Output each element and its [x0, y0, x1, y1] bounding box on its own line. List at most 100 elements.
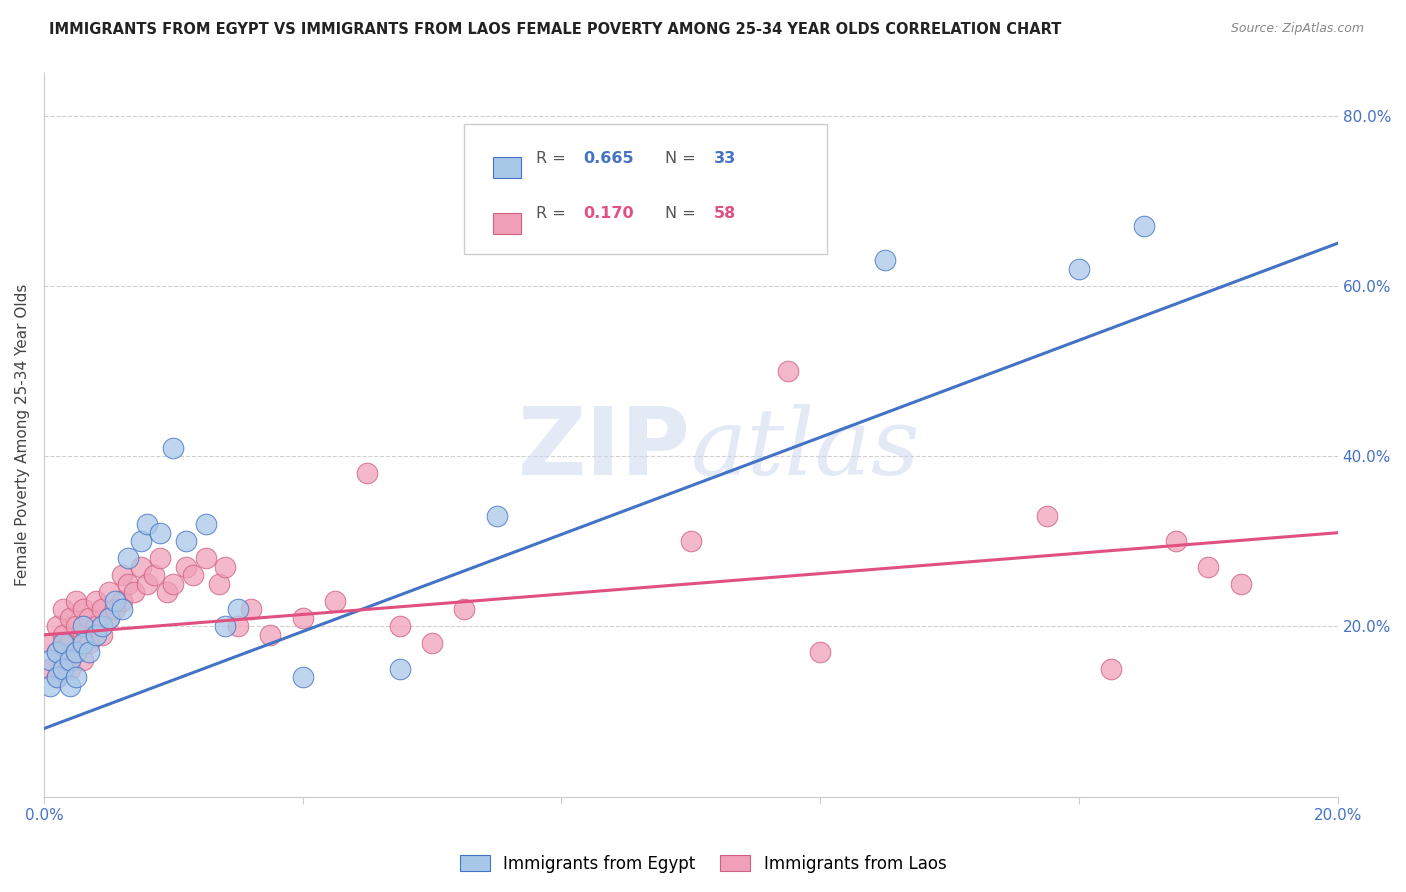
Point	[1099, 662, 1122, 676]
Y-axis label: Female Poverty Among 25-34 Year Olds: Female Poverty Among 25-34 Year Olds	[15, 284, 30, 586]
Point	[110, 602, 132, 616]
Text: 0.170: 0.170	[583, 206, 634, 220]
Point	[117, 577, 139, 591]
Text: ZIP: ZIP	[517, 403, 690, 495]
Point	[453, 602, 475, 616]
Point	[77, 645, 100, 659]
Point	[162, 441, 184, 455]
Point	[91, 619, 114, 633]
Point	[214, 619, 236, 633]
Point	[226, 619, 249, 633]
Point	[356, 466, 378, 480]
Point	[1164, 534, 1187, 549]
Point	[65, 645, 87, 659]
Text: 33: 33	[714, 152, 737, 167]
Point	[110, 568, 132, 582]
FancyBboxPatch shape	[464, 124, 827, 254]
Text: atlas: atlas	[690, 404, 921, 494]
Point	[39, 636, 62, 650]
Point	[194, 551, 217, 566]
Point	[1229, 577, 1251, 591]
FancyBboxPatch shape	[494, 213, 522, 234]
Point	[72, 653, 94, 667]
Point	[45, 619, 67, 633]
Point	[84, 628, 107, 642]
Point	[97, 611, 120, 625]
Text: IMMIGRANTS FROM EGYPT VS IMMIGRANTS FROM LAOS FEMALE POVERTY AMONG 25-34 YEAR OL: IMMIGRANTS FROM EGYPT VS IMMIGRANTS FROM…	[49, 22, 1062, 37]
Point	[194, 517, 217, 532]
Point	[136, 577, 159, 591]
Point	[77, 611, 100, 625]
Point	[117, 551, 139, 566]
Point	[52, 662, 75, 676]
Point	[388, 619, 411, 633]
Point	[129, 534, 152, 549]
Point	[97, 585, 120, 599]
Point	[59, 636, 82, 650]
Text: N =: N =	[665, 206, 700, 220]
Point	[873, 253, 896, 268]
Point	[65, 671, 87, 685]
Point	[1035, 508, 1057, 523]
Point	[97, 611, 120, 625]
Point	[388, 662, 411, 676]
Point	[91, 602, 114, 616]
Point	[149, 525, 172, 540]
Point	[174, 534, 197, 549]
Point	[1197, 559, 1219, 574]
Point	[39, 653, 62, 667]
Point	[52, 602, 75, 616]
Point	[207, 577, 229, 591]
Point	[59, 653, 82, 667]
Point	[156, 585, 179, 599]
Point	[679, 534, 702, 549]
Point	[45, 645, 67, 659]
Point	[214, 559, 236, 574]
Point	[52, 636, 75, 650]
Point	[129, 559, 152, 574]
Point	[65, 645, 87, 659]
Point	[259, 628, 281, 642]
Point	[52, 628, 75, 642]
Point	[323, 594, 346, 608]
Legend: Immigrants from Egypt, Immigrants from Laos: Immigrants from Egypt, Immigrants from L…	[453, 848, 953, 880]
Point	[1132, 219, 1154, 234]
Point	[808, 645, 831, 659]
Point	[59, 679, 82, 693]
Point	[72, 602, 94, 616]
Point	[65, 619, 87, 633]
Text: Source: ZipAtlas.com: Source: ZipAtlas.com	[1230, 22, 1364, 36]
Point	[45, 671, 67, 685]
Point	[84, 594, 107, 608]
Point	[291, 611, 314, 625]
Point	[149, 551, 172, 566]
Point	[239, 602, 262, 616]
Point	[39, 662, 62, 676]
Point	[142, 568, 165, 582]
Point	[104, 602, 127, 616]
Point	[104, 594, 127, 608]
Point	[52, 653, 75, 667]
Point	[181, 568, 204, 582]
Point	[72, 636, 94, 650]
Point	[124, 585, 146, 599]
Point	[291, 671, 314, 685]
Point	[174, 559, 197, 574]
Point	[226, 602, 249, 616]
Point	[485, 508, 508, 523]
Point	[136, 517, 159, 532]
Point	[91, 628, 114, 642]
Point	[45, 645, 67, 659]
Text: R =: R =	[536, 152, 571, 167]
Point	[72, 628, 94, 642]
Point	[72, 619, 94, 633]
Text: N =: N =	[665, 152, 700, 167]
Point	[59, 662, 82, 676]
Point	[110, 594, 132, 608]
Point	[420, 636, 443, 650]
Point	[39, 679, 62, 693]
Point	[1067, 261, 1090, 276]
Point	[59, 611, 82, 625]
Point	[776, 364, 799, 378]
Text: 58: 58	[714, 206, 737, 220]
